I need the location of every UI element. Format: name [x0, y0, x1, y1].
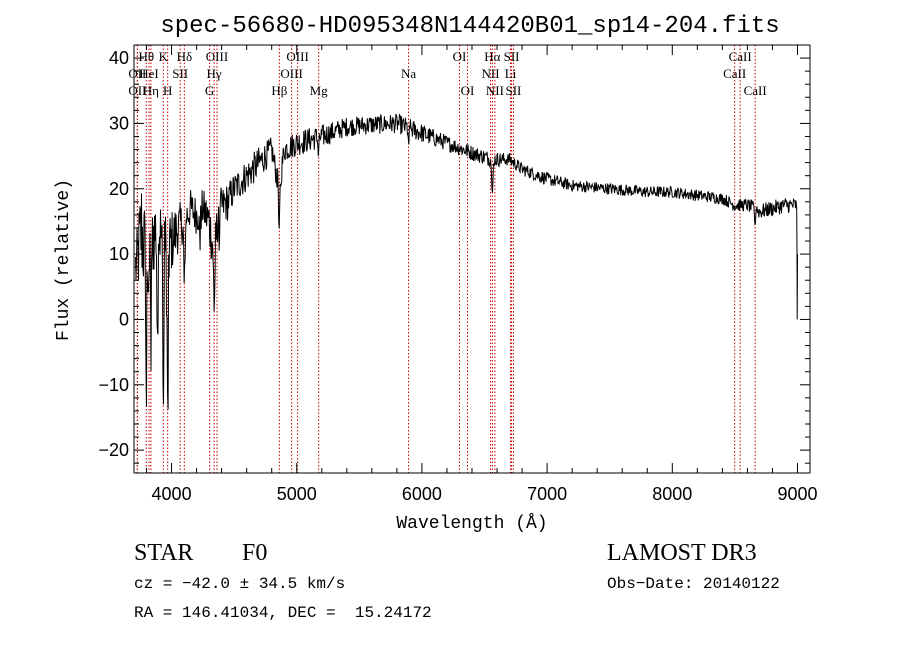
spectral-line-label: OIII: [286, 49, 308, 64]
spectral-line-label: CaII: [729, 49, 752, 64]
spectral-line-label: Hη: [143, 83, 159, 98]
plot-frame: [133, 44, 811, 474]
x-tick-label: 4000: [152, 484, 192, 504]
spectral-line-label: H: [163, 83, 172, 98]
y-tick-label: 20: [109, 179, 129, 199]
object-class: STAR: [134, 540, 194, 566]
spectral-line-label: Hα: [484, 49, 500, 64]
axis-ticks: [134, 44, 810, 473]
spectral-line-label: NII: [482, 66, 500, 81]
spectral-line-label: OIII: [280, 66, 302, 81]
x-tick-label: 7000: [527, 484, 567, 504]
spectral-line-label: CaII: [723, 66, 746, 81]
spectral-line-label: CaII: [744, 83, 767, 98]
spectral-line-label: G: [205, 83, 214, 98]
spectral-line-label: OI: [461, 83, 475, 98]
redshift-velocity: cz = −42.0 ± 34.5 km/s: [134, 575, 346, 593]
spectral-line-label: K: [159, 49, 169, 64]
y-tick-label: 10: [109, 244, 129, 264]
y-tick-label: −20: [98, 440, 129, 460]
spectral-line-label: Na: [401, 66, 416, 81]
y-tick-label: 40: [109, 48, 129, 68]
y-tick-label: −10: [98, 375, 129, 395]
spectral-line-label: OII: [128, 66, 146, 81]
x-tick-label: 5000: [277, 484, 317, 504]
spectral-line-label: Hθ: [138, 49, 154, 64]
spectral-line-label: Li: [505, 66, 517, 81]
y-tick-label: 0: [119, 309, 129, 329]
x-tick-label: 6000: [402, 484, 442, 504]
x-tick-label: 9000: [777, 484, 817, 504]
object-subclass: F0: [242, 540, 268, 566]
spectrum-line: [135, 113, 798, 410]
y-tick-label: 30: [109, 113, 129, 133]
x-tick-label: 8000: [652, 484, 692, 504]
spectral-line-label: Mg: [310, 83, 329, 98]
spectral-line-label: HeI: [139, 66, 159, 81]
spectral-line-label: Hδ: [177, 49, 193, 64]
spectral-line-label: Hβ: [271, 83, 287, 98]
observation-date: Obs−Date: 20140122: [607, 575, 780, 593]
spectral-line-label: SII: [172, 66, 188, 81]
axis-tick-labels: 4000 5000 6000 7000 8000 9000 −20 −10 0 10 20 30 40: [98, 48, 817, 504]
chart-title: spec-56680-HD095348N144420B01_sp14-204.f…: [160, 13, 779, 40]
x-axis-label: Wavelength (Å): [396, 513, 547, 534]
spectral-line-label: OI: [453, 49, 467, 64]
coordinates: RA = 146.41034, DEC = 15.24172: [134, 604, 432, 622]
spectral-line-label: OIII: [206, 49, 228, 64]
spectral-line-label: SII: [504, 49, 520, 64]
spectral-line-label: OII: [128, 83, 146, 98]
spectrum-series: [135, 113, 798, 410]
spectral-line-label: SII: [505, 83, 521, 98]
spectral-line-label: Hγ: [207, 66, 222, 81]
survey-name: LAMOST DR3: [607, 540, 757, 566]
spectral-line-markers: [136, 45, 756, 473]
spectral-line-label: NII: [486, 83, 504, 98]
y-axis-label: Flux (relative): [54, 179, 74, 341]
